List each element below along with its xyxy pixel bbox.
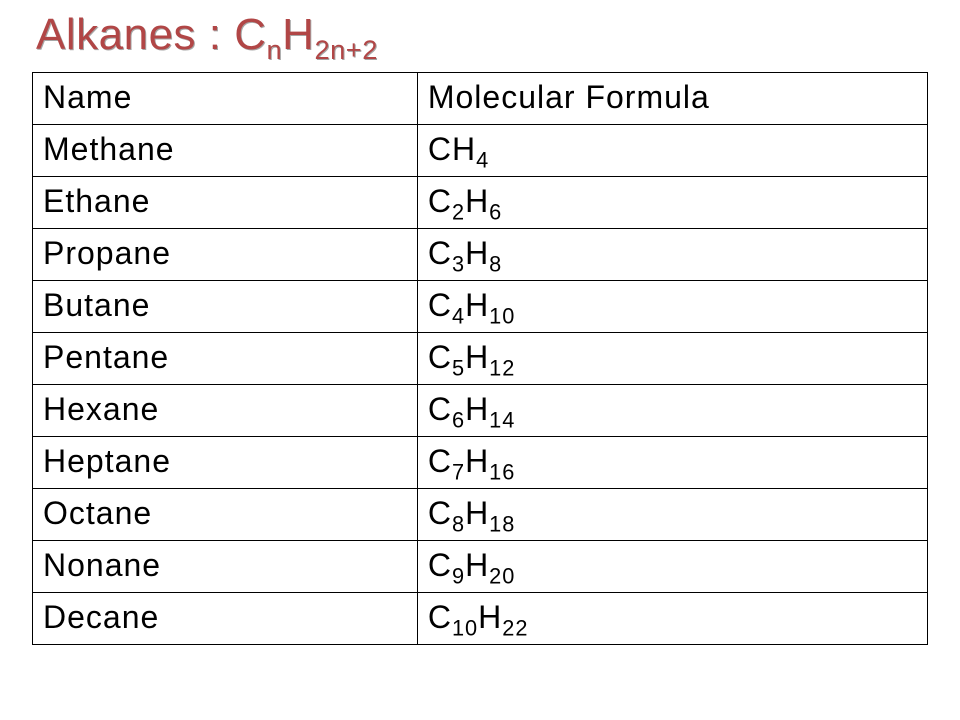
table-row: PropaneC3H8 (33, 229, 928, 281)
title-mid: H (282, 10, 314, 59)
page-title: Alkanes : CnH2n+2 (36, 10, 928, 60)
formula-c-sub: 7 (452, 459, 465, 484)
cell-formula: C2H6 (417, 177, 927, 229)
cell-formula: C6H14 (417, 385, 927, 437)
formula-h-sub: 6 (489, 199, 502, 224)
cell-formula: C4H10 (417, 281, 927, 333)
alkanes-table: Name Molecular Formula MethaneCH4EthaneC… (32, 72, 928, 645)
formula-h-sub: 18 (489, 511, 515, 536)
formula-c: C (428, 339, 452, 375)
cell-name: Heptane (33, 437, 418, 489)
table-row: HexaneC6H14 (33, 385, 928, 437)
cell-name: Nonane (33, 541, 418, 593)
title-sub-n: n (266, 34, 282, 65)
table-row: DecaneC10H22 (33, 593, 928, 645)
formula-c: C (428, 495, 452, 531)
table-row: ButaneC4H10 (33, 281, 928, 333)
table-row: PentaneC5H12 (33, 333, 928, 385)
formula-h: CH (428, 131, 476, 167)
formula-c: C (428, 443, 452, 479)
formula-c: C (428, 235, 452, 271)
table-row: OctaneC8H18 (33, 489, 928, 541)
title-prefix: Alkanes : C (36, 10, 266, 59)
formula-h: H (465, 287, 489, 323)
alkanes-table-body: Name Molecular Formula MethaneCH4EthaneC… (33, 73, 928, 645)
formula-c: C (428, 547, 452, 583)
table-row: MethaneCH4 (33, 125, 928, 177)
formula-c: C (428, 599, 452, 635)
formula-c-sub: 6 (452, 407, 465, 432)
formula-h-sub: 14 (489, 407, 515, 432)
cell-name: Octane (33, 489, 418, 541)
cell-name: Propane (33, 229, 418, 281)
formula-h: H (465, 339, 489, 375)
title-sub-2n2: 2n+2 (314, 34, 377, 65)
formula-c-sub: 8 (452, 511, 465, 536)
formula-h-sub: 4 (476, 147, 489, 172)
formula-h-sub: 12 (489, 355, 515, 380)
formula-c: C (428, 391, 452, 427)
cell-formula: CH4 (417, 125, 927, 177)
formula-h-sub: 8 (489, 251, 502, 276)
column-header-formula: Molecular Formula (417, 73, 927, 125)
formula-h: H (465, 391, 489, 427)
formula-c-sub: 9 (452, 563, 465, 588)
cell-formula: C10H22 (417, 593, 927, 645)
formula-h: H (465, 495, 489, 531)
formula-c-sub: 10 (452, 615, 478, 640)
table-row: HeptaneC7H16 (33, 437, 928, 489)
cell-formula: C9H20 (417, 541, 927, 593)
table-row: NonaneC9H20 (33, 541, 928, 593)
cell-name: Butane (33, 281, 418, 333)
formula-h-sub: 10 (489, 303, 515, 328)
formula-c-sub: 3 (452, 251, 465, 276)
table-row: EthaneC2H6 (33, 177, 928, 229)
cell-name: Ethane (33, 177, 418, 229)
formula-h: H (465, 235, 489, 271)
formula-h: H (478, 599, 502, 635)
cell-name: Decane (33, 593, 418, 645)
slide: Alkanes : CnH2n+2 Name Molecular Formula… (0, 0, 960, 720)
formula-h: H (465, 443, 489, 479)
formula-c: C (428, 287, 452, 323)
formula-h: H (465, 547, 489, 583)
cell-name: Methane (33, 125, 418, 177)
cell-formula: C7H16 (417, 437, 927, 489)
cell-name: Pentane (33, 333, 418, 385)
formula-h: H (465, 183, 489, 219)
column-header-name: Name (33, 73, 418, 125)
formula-c-sub: 4 (452, 303, 465, 328)
formula-c: C (428, 183, 452, 219)
cell-name: Hexane (33, 385, 418, 437)
title-text: Alkanes : CnH2n+2 (36, 10, 378, 59)
formula-c-sub: 5 (452, 355, 465, 380)
formula-h-sub: 22 (502, 615, 528, 640)
cell-formula: C3H8 (417, 229, 927, 281)
cell-formula: C8H18 (417, 489, 927, 541)
cell-formula: C5H12 (417, 333, 927, 385)
formula-h-sub: 20 (489, 563, 515, 588)
formula-h-sub: 16 (489, 459, 515, 484)
formula-c-sub: 2 (452, 199, 465, 224)
table-header-row: Name Molecular Formula (33, 73, 928, 125)
